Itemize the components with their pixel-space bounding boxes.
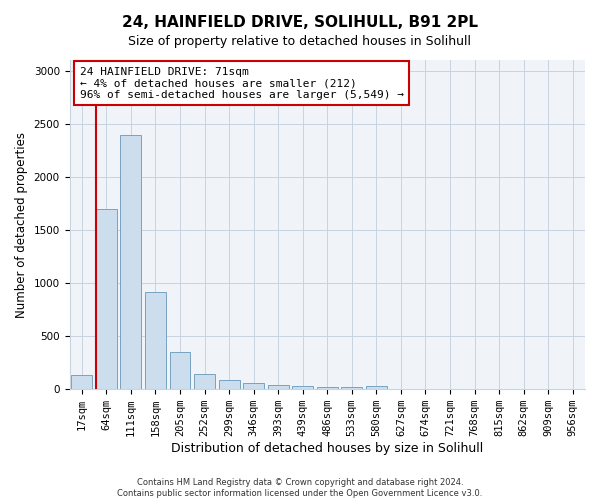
Bar	[341, 387, 362, 389]
Bar	[194, 374, 215, 389]
Bar	[268, 385, 289, 389]
Y-axis label: Number of detached properties: Number of detached properties	[15, 132, 28, 318]
Text: 24, HAINFIELD DRIVE, SOLIHULL, B91 2PL: 24, HAINFIELD DRIVE, SOLIHULL, B91 2PL	[122, 15, 478, 30]
Text: Size of property relative to detached houses in Solihull: Size of property relative to detached ho…	[128, 35, 472, 48]
Text: Contains HM Land Registry data © Crown copyright and database right 2024.
Contai: Contains HM Land Registry data © Crown c…	[118, 478, 482, 498]
Bar	[366, 386, 387, 389]
Bar	[317, 386, 338, 389]
X-axis label: Distribution of detached houses by size in Solihull: Distribution of detached houses by size …	[171, 442, 484, 455]
Text: 24 HAINFIELD DRIVE: 71sqm
← 4% of detached houses are smaller (212)
96% of semi-: 24 HAINFIELD DRIVE: 71sqm ← 4% of detach…	[80, 66, 404, 100]
Bar	[121, 136, 142, 389]
Bar	[71, 376, 92, 389]
Bar	[218, 380, 239, 389]
Bar	[292, 386, 313, 389]
Bar	[170, 352, 190, 389]
Bar	[145, 292, 166, 389]
Bar	[96, 208, 117, 389]
Bar	[243, 384, 264, 389]
